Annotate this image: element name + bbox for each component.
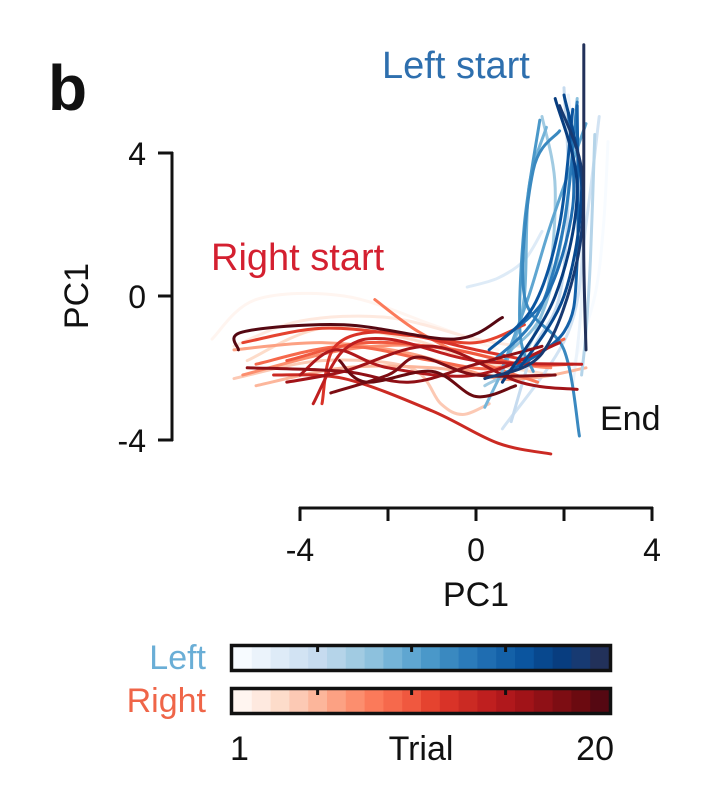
colorbar-cell-1: [233, 690, 253, 712]
colorbar-cell-10: [402, 690, 422, 712]
colorbar-border: [229, 643, 613, 673]
trajectory-left-trial-16: [487, 107, 575, 352]
x-axis-label: PC1: [443, 576, 509, 614]
colorbar-min-label: 1: [230, 730, 249, 768]
colorbar-cell-7: [345, 690, 366, 712]
y-axis: 4 0 -4 PC1: [58, 136, 174, 459]
colorbar-cell-6: [327, 647, 347, 669]
colorbar-cell-13: [458, 647, 478, 669]
colorbar-cell-12: [439, 690, 460, 712]
colorbar-left: [229, 643, 613, 673]
panel-label: b: [48, 52, 87, 124]
trajectory-right-trial-6: [232, 341, 544, 382]
trajectory-left-trial-1: [571, 140, 610, 370]
trajectory-left-trial-18: [500, 97, 579, 384]
colorbar-cell-11: [421, 647, 441, 669]
colorbar-cell-5: [308, 690, 328, 712]
colorbar-cell-12: [439, 647, 460, 669]
trajectory-right-trial-12: [320, 330, 531, 406]
y-tick-label: -4: [118, 423, 146, 459]
x-tick-label: 4: [643, 532, 661, 568]
colorbar-cell-15: [496, 690, 516, 712]
y-tick-label: 4: [128, 136, 146, 172]
annotation-left-start: Left start: [382, 45, 530, 87]
y-tick-label: 0: [128, 279, 146, 315]
colorbar-cell-9: [383, 647, 403, 669]
colorbar-cell-6: [327, 690, 347, 712]
trajectory-left-trial-3: [465, 229, 544, 289]
colorbar-cell-3: [270, 690, 290, 712]
colorbar-cell-14: [477, 647, 497, 669]
colorbar-cell-17: [533, 647, 554, 669]
legend-left-label: Left: [149, 639, 206, 677]
annotation-right-start: Right start: [211, 237, 385, 279]
colorbar-cell-8: [364, 690, 384, 712]
trajectory-left-trial-5: [509, 86, 570, 424]
colorbar-cell-15: [496, 647, 516, 669]
colorbar-cell-1: [233, 647, 253, 669]
trajectory-right-trial-18: [329, 355, 557, 395]
y-axis-label: PC1: [58, 263, 96, 329]
colorbar-cell-5: [308, 647, 328, 669]
trajectory-right-trial-17: [245, 344, 544, 384]
x-axis: -4 0 4 PC1: [286, 506, 661, 614]
colorbar-cell-17: [533, 690, 554, 712]
trajectory-left-trial-17: [518, 93, 584, 370]
trajectory-right-trial-5: [254, 364, 588, 388]
colorbar-cell-3: [270, 647, 290, 669]
trajectory-left-trial-20: [582, 43, 588, 352]
trajectory-right-trial-16: [285, 344, 579, 391]
colorbar-cell-16: [515, 647, 535, 669]
colorbar-cell-19: [571, 690, 591, 712]
colorbar-cell-2: [251, 647, 272, 669]
colorbar-cell-4: [289, 647, 309, 669]
colorbar-title: Trial: [389, 730, 454, 768]
colorbar-cell-11: [421, 690, 441, 712]
colorbar-cell-20: [590, 647, 610, 669]
colorbar-cell-18: [552, 690, 572, 712]
colorbar-cell-19: [571, 647, 591, 669]
legend-right-label: Right: [127, 682, 207, 720]
colorbar-cell-14: [477, 690, 497, 712]
trajectories: [210, 43, 610, 456]
colorbar-right: [229, 686, 613, 716]
colorbar-cell-4: [289, 690, 309, 712]
colorbar-cell-2: [251, 690, 272, 712]
colorbar-cell-9: [383, 690, 403, 712]
colorbar-legend: Left Right 1 Trial 20: [127, 639, 614, 768]
trajectory-left-trial-6: [580, 132, 597, 377]
annotation-end: End: [600, 400, 661, 438]
colorbar-max-label: 20: [576, 730, 614, 768]
trajectory-left-trial-19: [483, 104, 585, 381]
colorbar-cell-18: [552, 647, 572, 669]
trajectory-right-trial-4: [232, 358, 491, 416]
x-tick-label: -4: [286, 532, 314, 568]
trajectory-left-trial-12: [521, 129, 581, 438]
colorbar-cell-8: [364, 647, 384, 669]
trajectory-right-trial-20: [232, 316, 504, 352]
colorbar-cell-7: [345, 647, 366, 669]
colorbar-cell-13: [458, 690, 478, 712]
colorbar-cell-10: [402, 647, 422, 669]
colorbar-cell-20: [590, 690, 610, 712]
x-tick-label: 0: [467, 532, 485, 568]
trajectory-left-trial-11: [518, 118, 542, 373]
colorbar-border: [229, 686, 613, 716]
colorbar-cell-16: [515, 690, 535, 712]
trajectory-right-trial-19: [338, 359, 518, 399]
trajectory-right-trial-3: [245, 326, 553, 377]
